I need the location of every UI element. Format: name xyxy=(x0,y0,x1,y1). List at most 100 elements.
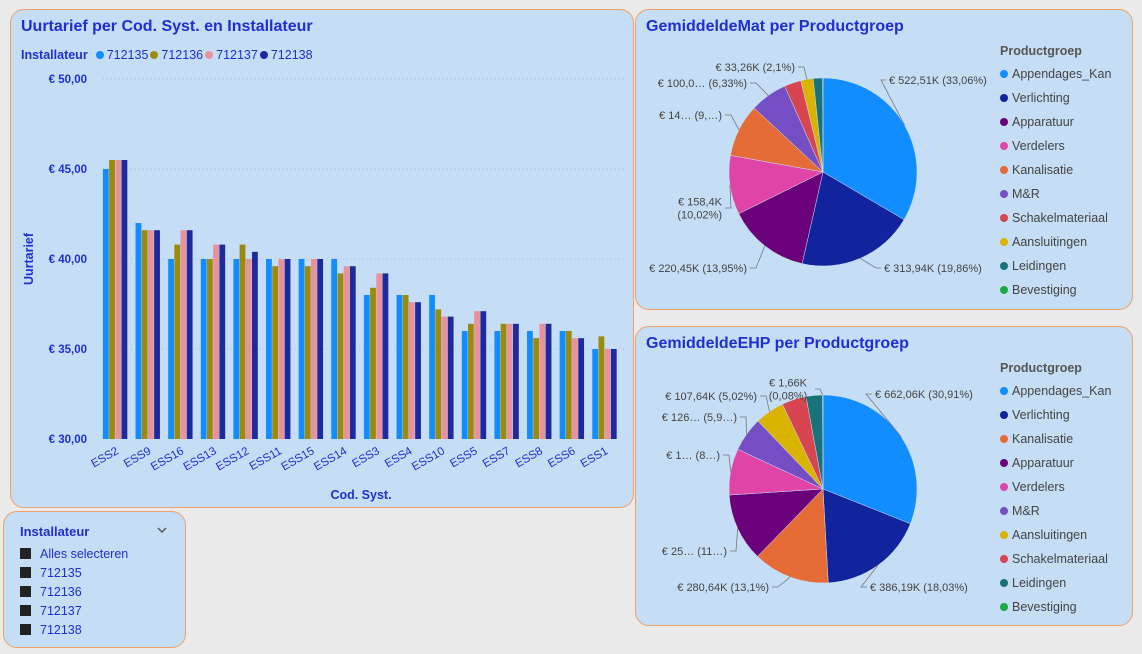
bar-ESS2-712135[interactable] xyxy=(102,169,109,439)
bar-ESS3-712135[interactable] xyxy=(363,295,370,439)
bar-ESS4-712136[interactable] xyxy=(402,295,409,439)
pie-legend-item[interactable]: Verdelers xyxy=(1000,134,1111,158)
pie-slice-Appendages_Kan[interactable] xyxy=(822,77,918,220)
bar-legend-item-712135[interactable]: 712135 xyxy=(95,48,148,62)
chevron-down-icon[interactable] xyxy=(156,524,168,536)
bar-ESS4-712135[interactable] xyxy=(396,295,403,439)
bar-legend-item-712136[interactable]: 712136 xyxy=(150,48,203,62)
bar-ESS6-712137[interactable] xyxy=(572,338,578,439)
bar-ESS12-712136[interactable] xyxy=(239,244,246,439)
pie-legend-item[interactable]: Appendages_Kan xyxy=(1000,379,1111,403)
bar-ESS15-712135[interactable] xyxy=(298,259,305,439)
bar-ESS7-712136[interactable] xyxy=(500,323,507,439)
bar-ESS7-712135[interactable] xyxy=(494,331,501,439)
slicer-item-select-all[interactable]: Alles selecteren xyxy=(20,544,128,563)
pie-legend-item[interactable]: Bevestiging xyxy=(1000,595,1111,619)
pie-legend-item[interactable]: Apparatuur xyxy=(1000,451,1111,475)
bar-ESS7-712137[interactable] xyxy=(506,323,513,439)
pie-legend-item[interactable]: M&R xyxy=(1000,499,1111,523)
bar-ESS1-712136[interactable] xyxy=(598,336,605,439)
bar-ESS3-712138[interactable] xyxy=(382,273,389,439)
bar-ESS5-712137[interactable] xyxy=(474,311,480,439)
bar-ESS9-712136[interactable] xyxy=(141,230,148,439)
bar-ESS5-712136[interactable] xyxy=(467,323,474,439)
checkbox-icon[interactable] xyxy=(20,624,31,635)
pie-legend-item[interactable]: Bevestiging xyxy=(1000,278,1111,302)
pie-legend-item[interactable]: Schakelmateriaal xyxy=(1000,547,1111,571)
checkbox-icon[interactable] xyxy=(20,567,31,578)
pie-slice-Apparatuur[interactable] xyxy=(738,171,824,264)
bar-ESS9-712135[interactable] xyxy=(135,223,142,439)
bar-ESS5-712138[interactable] xyxy=(480,311,487,439)
bar-ESS16-712136[interactable] xyxy=(174,244,181,439)
pie-legend-item[interactable]: Kanalisatie xyxy=(1000,427,1111,451)
pie-legend-item[interactable]: Leidingen xyxy=(1000,254,1111,278)
bar-ESS15-712138[interactable] xyxy=(317,259,324,439)
bar-ESS15-712137[interactable] xyxy=(311,259,317,439)
pie-legend-item[interactable]: Verlichting xyxy=(1000,86,1111,110)
pie-legend-item[interactable]: Aansluitingen xyxy=(1000,523,1111,547)
pie-legend-item[interactable]: Kanalisatie xyxy=(1000,158,1111,182)
bar-ESS13-712138[interactable] xyxy=(219,244,226,439)
bar-ESS13-712136[interactable] xyxy=(206,259,213,439)
bar-ESS11-712136[interactable] xyxy=(272,266,279,439)
bar-ESS16-712135[interactable] xyxy=(168,259,174,439)
bar-ESS2-712137[interactable] xyxy=(115,160,122,439)
bar-ESS4-712137[interactable] xyxy=(408,302,415,439)
checkbox-icon[interactable] xyxy=(20,605,31,616)
pie-legend-item[interactable]: Appendages_Kan xyxy=(1000,62,1111,86)
checkbox-icon[interactable] xyxy=(20,586,31,597)
pie-legend-item[interactable]: Verlichting xyxy=(1000,403,1111,427)
bar-ESS13-712137[interactable] xyxy=(213,244,219,439)
bar-ESS14-712137[interactable] xyxy=(343,266,350,439)
bar-ESS10-712138[interactable] xyxy=(447,316,454,439)
bar-ESS16-712138[interactable] xyxy=(186,230,193,439)
pie-slice-Apparatuur[interactable] xyxy=(728,488,824,557)
bar-ESS8-712138[interactable] xyxy=(545,323,552,439)
pie-slice-Kanalisatie[interactable] xyxy=(757,488,829,584)
bar-ESS5-712135[interactable] xyxy=(461,331,468,439)
bar-ESS3-712136[interactable] xyxy=(370,287,376,439)
bar-ESS2-712138[interactable] xyxy=(121,160,128,439)
bar-ESS14-712136[interactable] xyxy=(337,273,344,439)
bar-ESS4-712138[interactable] xyxy=(415,302,421,439)
bar-ESS9-712138[interactable] xyxy=(154,230,160,439)
checkbox-icon[interactable] xyxy=(20,548,31,559)
bar-ESS12-712135[interactable] xyxy=(233,259,240,439)
bar-ESS8-712135[interactable] xyxy=(527,331,533,439)
bar-ESS7-712138[interactable] xyxy=(513,323,519,439)
bar-ESS11-712137[interactable] xyxy=(278,259,285,439)
pie-legend-item[interactable]: Schakelmateriaal xyxy=(1000,206,1111,230)
slicer-item-712138[interactable]: 712138 xyxy=(20,620,128,639)
bar-ESS10-712137[interactable] xyxy=(441,316,448,439)
bar-ESS1-712135[interactable] xyxy=(592,349,599,439)
pie-legend-item[interactable]: Leidingen xyxy=(1000,571,1111,595)
bar-ESS14-712135[interactable] xyxy=(331,259,338,439)
bar-ESS3-712137[interactable] xyxy=(376,273,383,439)
bar-ESS2-712136[interactable] xyxy=(109,160,115,439)
pie-legend-item[interactable]: M&R xyxy=(1000,182,1111,206)
bar-ESS10-712136[interactable] xyxy=(435,309,442,439)
bar-ESS11-712138[interactable] xyxy=(284,259,291,439)
bar-ESS9-712137[interactable] xyxy=(147,230,154,439)
pie-slice-Verlichting[interactable] xyxy=(801,171,905,267)
slicer-item-712136[interactable]: 712136 xyxy=(20,582,128,601)
bar-ESS8-712136[interactable] xyxy=(533,338,540,439)
bar-ESS15-712136[interactable] xyxy=(304,266,311,439)
bar-ESS13-712135[interactable] xyxy=(200,259,207,439)
pie-legend-item[interactable]: Verdelers xyxy=(1000,475,1111,499)
slicer-item-712137[interactable]: 712137 xyxy=(20,601,128,620)
bar-ESS1-712138[interactable] xyxy=(610,349,617,439)
bar-legend-item-712138[interactable]: 712138 xyxy=(259,48,313,62)
bar-ESS1-712137[interactable] xyxy=(604,349,611,439)
bar-legend-item-712137[interactable]: 712137 xyxy=(205,48,258,62)
slicer-item-712135[interactable]: 712135 xyxy=(20,563,128,582)
bar-ESS12-712137[interactable] xyxy=(245,259,252,439)
bar-ESS6-712136[interactable] xyxy=(565,331,572,439)
bar-ESS12-712138[interactable] xyxy=(252,251,258,439)
pie-slice-Verlichting[interactable] xyxy=(822,488,911,584)
bar-ESS16-712137[interactable] xyxy=(180,230,187,439)
bar-ESS6-712135[interactable] xyxy=(559,331,566,439)
pie-legend-item[interactable]: Apparatuur xyxy=(1000,110,1111,134)
bar-ESS10-712135[interactable] xyxy=(429,295,435,439)
